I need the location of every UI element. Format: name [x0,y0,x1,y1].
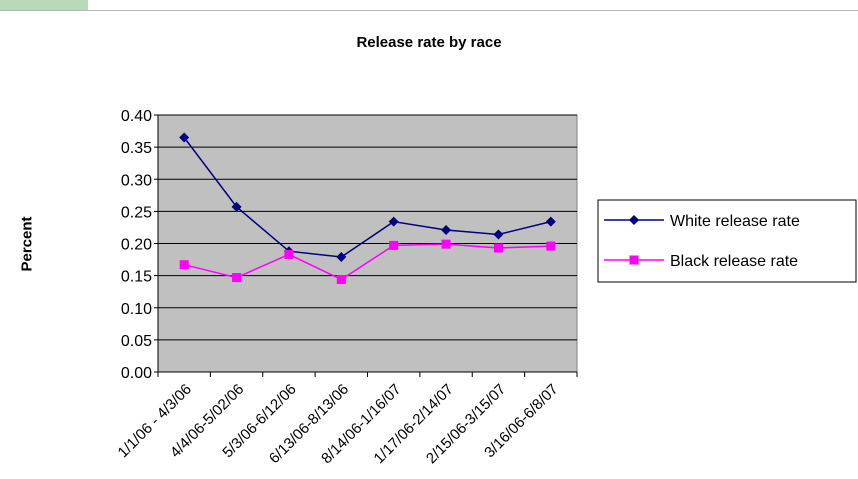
data-point-diamond [388,216,399,227]
data-point-square [232,273,242,283]
data-point-square [336,274,346,284]
data-point-diamond [441,225,452,236]
data-point-diamond [336,251,347,262]
y-tick-label: 0.10 [121,301,152,318]
legend-label: White release rate [670,213,800,230]
data-point-square [441,239,451,249]
data-point-square [546,241,556,251]
y-tick-label: 0.20 [121,237,152,254]
y-tick-label: 0.00 [121,365,152,382]
legend-box [597,199,857,283]
y-tick-label: 0.35 [121,140,152,157]
y-tick-label: 0.15 [121,269,152,286]
data-point-square [179,260,189,270]
data-point-square [389,240,399,250]
header-tab-accent [0,0,88,11]
legend-marker-square [629,255,639,265]
data-point-square [493,243,503,253]
data-point-diamond [545,216,556,227]
y-tick-label: 0.40 [121,108,152,125]
data-point-diamond [179,132,190,143]
header-divider [0,10,858,11]
y-tick-label: 0.05 [121,333,152,350]
y-tick-label: 0.25 [121,204,152,221]
data-point-square [284,249,294,259]
series-line [184,243,551,281]
data-point-diamond [493,229,504,240]
chart-title: Release rate by race [356,34,502,51]
legend-marker-diamond [629,215,639,225]
data-point-diamond [231,201,242,212]
series-line [183,137,551,258]
legend-label: Black release rate [670,253,798,270]
y-tick-label: 0.30 [121,172,152,189]
